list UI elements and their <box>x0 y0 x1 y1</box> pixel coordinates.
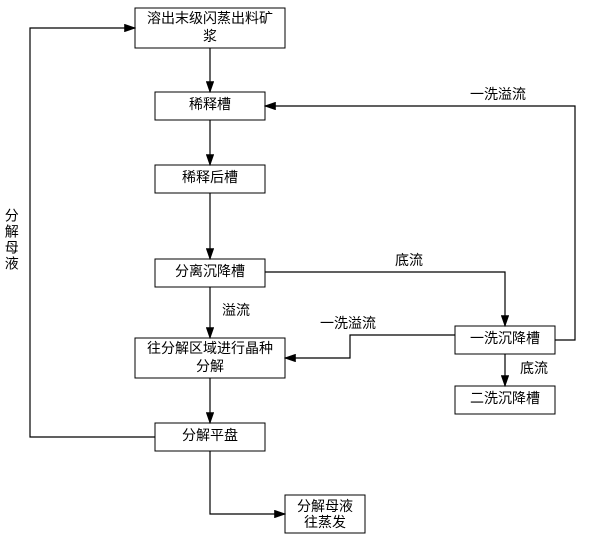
node-separation-settling-tank-label: 分离沉降槽 <box>175 263 245 280</box>
node-seed-decomposition: 往分解区域进行晶种 分解 <box>135 338 285 378</box>
node-mother-liquor-label-line1: 分解母液 <box>297 499 353 515</box>
edge-n6-n1-label: 分解母液 <box>3 208 19 272</box>
edge-n4-n5-label: 溢流 <box>222 303 250 319</box>
node-seed-decomposition-label-line2: 分解 <box>196 359 224 375</box>
edge-n8-n5 <box>285 335 455 358</box>
node-mother-liquor-label-line2: 往蒸发 <box>304 515 346 531</box>
node-decomposition-pan: 分解平盘 <box>155 423 265 451</box>
node-post-dilution-tank: 稀释后槽 <box>155 165 265 193</box>
node-separation-settling-tank: 分离沉降槽 <box>155 259 265 287</box>
node-raw-slurry-label-line2: 浆 <box>203 29 217 45</box>
edge-n6-n7 <box>210 451 285 514</box>
node-second-wash-settler: 二洗沉降槽 <box>455 386 555 414</box>
node-decomposition-pan-label: 分解平盘 <box>182 427 238 444</box>
edge-n4-n8-label: 底流 <box>395 253 423 269</box>
node-raw-slurry: 溶出末级闪蒸出料矿 浆 <box>135 8 285 48</box>
edge-n8-n5-label: 一洗溢流 <box>320 316 376 332</box>
node-second-wash-settler-label: 二洗沉降槽 <box>470 391 540 407</box>
edge-n8-n2 <box>265 106 575 340</box>
node-dilution-tank: 稀释槽 <box>155 92 265 120</box>
node-first-wash-settler: 一洗沉降槽 <box>455 326 555 354</box>
edge-n8-n2-label: 一洗溢流 <box>470 87 526 103</box>
node-first-wash-settler-label: 一洗沉降槽 <box>470 331 540 347</box>
edge-n4-n8 <box>265 272 505 326</box>
node-seed-decomposition-label-line1: 往分解区域进行晶种 <box>147 341 273 357</box>
node-dilution-tank-label: 稀释槽 <box>189 97 231 113</box>
node-mother-liquor-to-evaporation: 分解母液 往蒸发 <box>285 495 365 533</box>
node-post-dilution-tank-label: 稀释后槽 <box>182 170 238 186</box>
node-raw-slurry-label-line1: 溶出末级闪蒸出料矿 <box>147 11 273 27</box>
edge-n8-n9-label: 底流 <box>520 361 548 377</box>
